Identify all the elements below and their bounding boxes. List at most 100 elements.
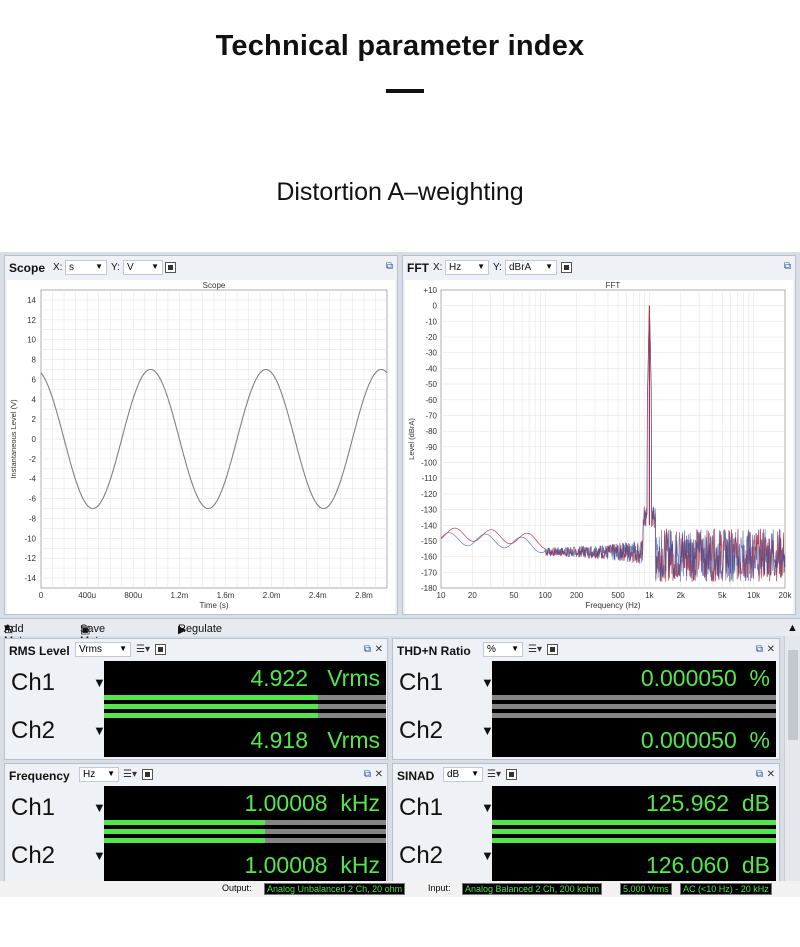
meters-scrollbar[interactable]	[784, 636, 800, 882]
fft-name: FFT	[407, 261, 429, 275]
page-title: Technical parameter index	[215, 30, 585, 62]
meter-toolbar: ⊞Add Meter ▾ ▣Save Meter Data ▶Regulate …	[0, 618, 800, 659]
list-icon[interactable]: ☰▾	[487, 769, 501, 780]
freq-ch1-bar	[104, 820, 265, 825]
sinad-ch1-dropdown-icon[interactable]: ▼	[481, 800, 494, 815]
fft-plot-frame	[440, 289, 786, 589]
fft-x-tick-label: 1k	[645, 591, 654, 600]
rms-options-icon[interactable]	[155, 644, 166, 655]
freq-ch1-dropdown-icon[interactable]: ▼	[93, 800, 106, 815]
scope-y-tick-label: 8	[32, 356, 37, 365]
scope-y-tick-label: -12	[24, 554, 36, 563]
undock-icon[interactable]: ⧉	[363, 769, 371, 780]
save-icon: ▣	[80, 624, 91, 636]
scope-x-tick-label: 800u	[124, 591, 142, 600]
rms-unit-select[interactable]: Vrms ▼	[75, 642, 131, 657]
title-underline	[386, 89, 424, 93]
thdn-bar-mid-track	[492, 704, 776, 709]
fft-chart: FFT 10 20 50 100 200 500 1k 2k 5k 10k 20k +10 0 -10 -20…	[407, 281, 793, 610]
rms-ch1-label: Ch1	[11, 669, 56, 696]
fft-y-tick-label: -70	[425, 411, 437, 420]
fft-x-unit-select[interactable]: Hz ▼	[445, 260, 489, 275]
scope-y-tick-label: 10	[27, 336, 36, 345]
plus-icon: ⊞	[4, 624, 14, 636]
sinad-ch2-unit: dB	[741, 852, 770, 878]
fft-x-label: X:	[433, 262, 443, 273]
output-value[interactable]: Analog Unbalanced 2 Ch, 20 ohm	[264, 883, 406, 895]
undock-icon[interactable]: ⧉	[755, 644, 763, 655]
scope-x-unit-select[interactable]: s ▼	[65, 260, 107, 275]
scope-y-axis-label: Instantaneous Level (V)	[9, 399, 18, 479]
thdn-name: THD+N Ratio	[397, 644, 471, 658]
list-icon[interactable]: ☰▾	[528, 644, 542, 655]
rms-ch2-bar	[104, 713, 318, 718]
scope-y-unit-select[interactable]: V ▼	[123, 260, 163, 275]
scrollbar-thumb[interactable]	[788, 650, 798, 740]
freq-unit-select[interactable]: Hz ▼	[79, 767, 119, 782]
sinad-options-icon[interactable]	[506, 769, 517, 780]
filter-value[interactable]: AC (<10 Hz) - 20 kHz	[680, 883, 772, 895]
freq-ch2-dropdown-icon[interactable]: ▼	[93, 848, 106, 863]
rms-ch1-dropdown-icon[interactable]: ▼	[93, 675, 106, 690]
fft-y-unit-select[interactable]: dBrA ▼	[505, 260, 557, 275]
level-value[interactable]: 5.000 Vrms	[620, 883, 672, 895]
scope-x-tick-label: 2.4m	[309, 591, 327, 600]
close-icon[interactable]: ✕	[766, 769, 775, 780]
fft-options-icon[interactable]	[561, 262, 572, 273]
thdn-ch1-dropdown-icon[interactable]: ▼	[481, 675, 494, 690]
status-bar: Output: Analog Unbalanced 2 Ch, 20 ohm I…	[0, 881, 800, 897]
undock-icon[interactable]: ⧉	[755, 769, 763, 780]
freq-ch2-label: Ch2	[11, 842, 56, 869]
freq-ch2-reading: 1.00008 kHz	[244, 852, 380, 879]
input-label: Input:	[428, 883, 451, 893]
sinad-ch2-reading: 126.060 dB	[646, 852, 770, 879]
scope-x-tick-label: 1.2m	[171, 591, 189, 600]
input-value[interactable]: Analog Balanced 2 Ch, 200 kohm	[462, 883, 603, 895]
scope-x-tick-label: 2.0m	[263, 591, 281, 600]
sinad-unit-select[interactable]: dB ▼	[443, 767, 483, 782]
rms-ch2-dropdown-icon[interactable]: ▼	[93, 723, 106, 738]
sinad-ch1-unit: dB	[741, 790, 770, 816]
rms-display: 4.922 Vrms 4.918 Vrms	[104, 661, 386, 757]
sinad-ch2-dropdown-icon[interactable]: ▼	[481, 848, 494, 863]
thdn-ch2-label: Ch2	[399, 717, 444, 744]
thdn-unit-select[interactable]: % ▼	[483, 642, 523, 657]
undock-icon[interactable]: ⧉	[385, 261, 393, 272]
fft-y-tick-label: -130	[421, 506, 438, 515]
freq-ch1-label: Ch1	[11, 794, 56, 821]
close-icon[interactable]: ✕	[374, 769, 383, 780]
fft-x-unit: Hz	[449, 262, 462, 273]
close-icon[interactable]: ✕	[374, 644, 383, 655]
fft-y-tick-label: -50	[425, 380, 437, 389]
fft-x-tick-label: 20k	[779, 591, 793, 600]
fft-panel: FFT X: Hz ▼ Y: dBrA ▼ ⧉ FFT 10 20 50 100 200 500…	[402, 255, 796, 615]
chevron-down-icon: ▼	[477, 262, 485, 271]
fft-y-tick-label: -120	[421, 490, 438, 499]
thdn-ch2-dropdown-icon[interactable]: ▼	[481, 723, 494, 738]
thdn-options-icon[interactable]	[547, 644, 558, 655]
add-meter-button[interactable]: ⊞Add Meter ▾	[4, 621, 32, 647]
fft-y-tick-label: -100	[421, 459, 438, 468]
page-subtitle: Distortion A–weighting	[276, 178, 524, 206]
freq-name: Frequency	[9, 769, 70, 783]
fft-y-tick-label: -150	[421, 537, 438, 546]
fft-plot-area: FFT 10 20 50 100 200 500 1k 2k 5k 10k 20k +10 0 -10 -20…	[405, 280, 793, 614]
sinad-unit-select-value: dB	[447, 769, 460, 780]
hero-section: Technical parameter index Distortion A–w…	[0, 0, 800, 252]
freq-bar-mid	[104, 829, 265, 834]
undock-icon[interactable]: ⧉	[363, 644, 371, 655]
scope-options-icon[interactable]	[165, 262, 176, 273]
sinad-display: 125.962 dB 126.060 dB	[492, 786, 776, 882]
thdn-ch2-unit: %	[749, 727, 770, 753]
list-icon[interactable]: ☰▾	[123, 769, 137, 780]
undock-icon[interactable]: ⧉	[783, 261, 791, 272]
freq-options-icon[interactable]	[142, 769, 153, 780]
fft-y-tick-label: -140	[421, 521, 438, 530]
thdn-ch1-unit: %	[749, 665, 770, 691]
collapse-icon[interactable]: ▲	[787, 622, 798, 634]
close-icon[interactable]: ✕	[766, 644, 775, 655]
chevron-down-icon: ▼	[471, 769, 479, 778]
rms-ch1-value: 4.922	[250, 665, 309, 691]
list-icon[interactable]: ☰▾	[136, 644, 150, 655]
scope-plot-area: Scope 0 400u 800u 1.2m 1.6m 2.0m 2.4m 2.8m 14 12 10…	[7, 280, 395, 614]
